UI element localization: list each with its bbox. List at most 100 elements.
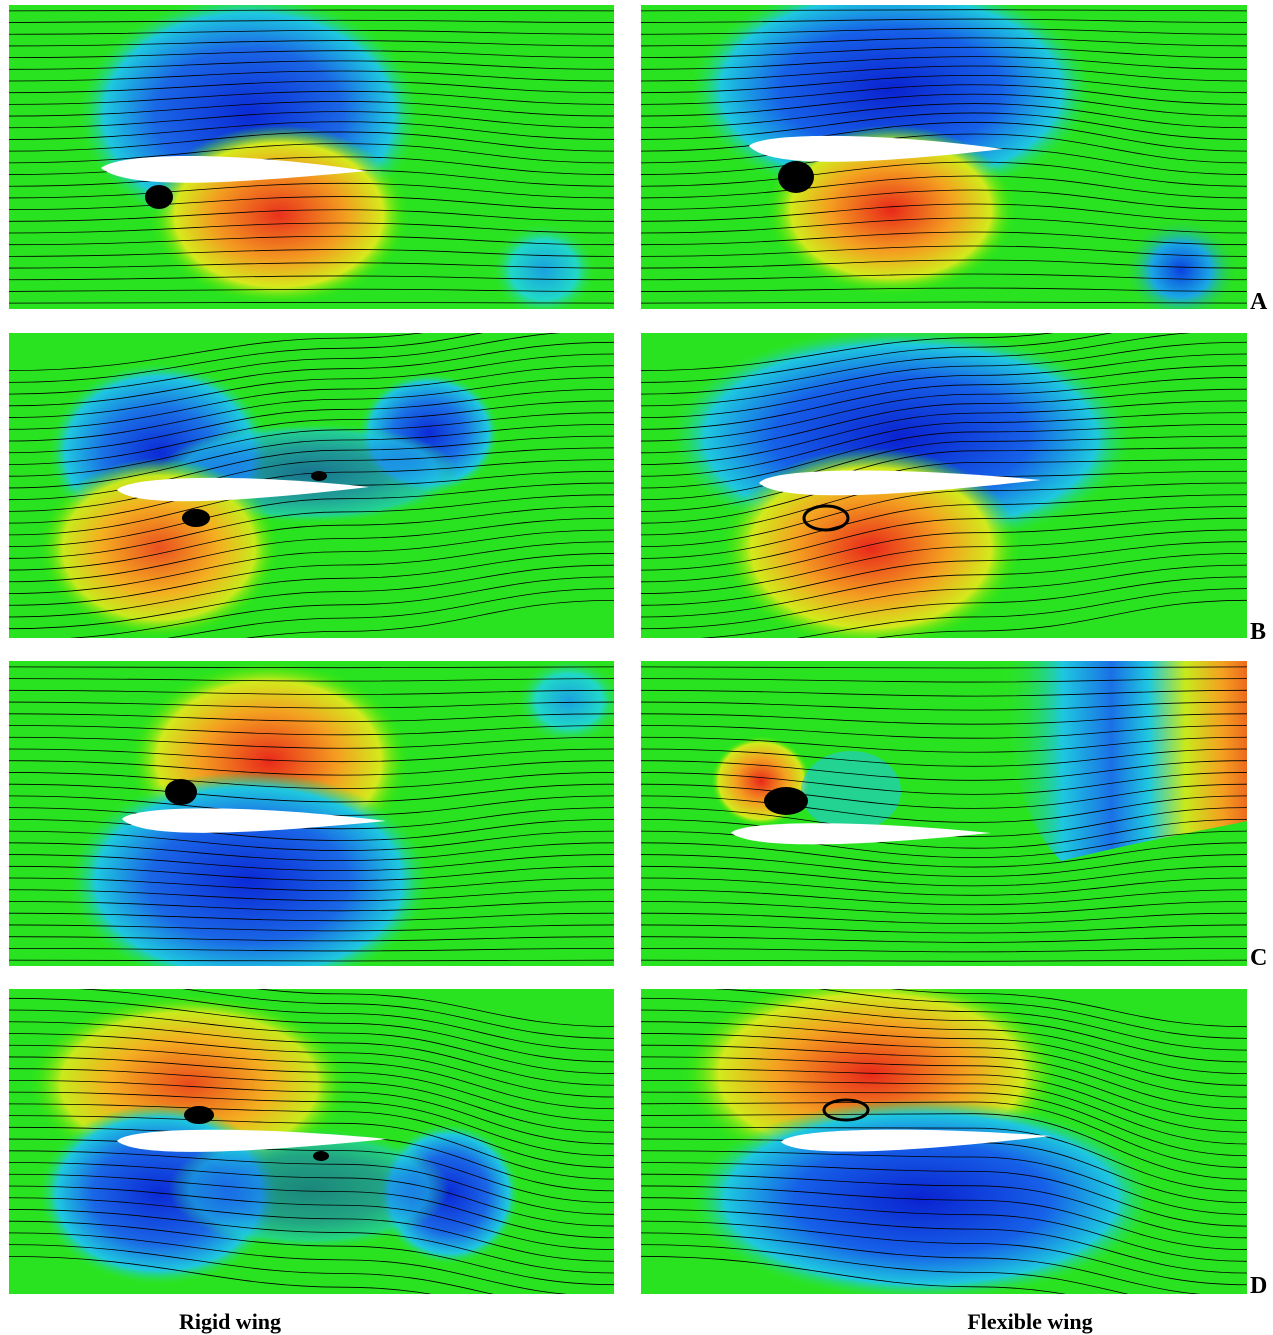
panel-A-flexible — [641, 5, 1247, 309]
streamline — [9, 40, 614, 47]
caption-flexible-wing: Flexible wing — [967, 1309, 1093, 1334]
streamline — [77, 989, 614, 1051]
streamline — [818, 989, 1247, 1039]
streamline — [9, 388, 614, 454]
streamline — [9, 301, 614, 304]
streamline — [641, 1056, 1247, 1121]
streamline — [9, 262, 614, 269]
streamline — [641, 517, 1247, 583]
streamline — [875, 599, 1247, 638]
streamline — [641, 1173, 1247, 1239]
streamline — [713, 989, 1247, 1051]
streamline — [9, 1244, 494, 1294]
streamline — [9, 333, 423, 372]
panel-C-flexible — [641, 661, 1247, 966]
streamline — [641, 997, 1247, 1063]
streamline — [9, 772, 614, 789]
vortex — [764, 787, 808, 815]
streamline — [641, 901, 1247, 915]
streamline — [641, 1255, 1067, 1294]
streamline — [9, 701, 614, 709]
streamline — [9, 222, 614, 234]
streamline — [9, 29, 614, 35]
streamline — [641, 1208, 1247, 1274]
streamline — [68, 576, 614, 638]
streamline — [9, 818, 614, 841]
streamline — [641, 1185, 1247, 1250]
streamline — [9, 447, 614, 512]
streamline — [9, 517, 614, 583]
streamline — [641, 112, 1247, 140]
airfoil — [781, 1129, 1051, 1152]
streamline — [641, 377, 1247, 442]
streamline — [9, 482, 614, 547]
streamline — [9, 783, 614, 803]
streamline — [9, 412, 614, 477]
row-label-C: C — [1250, 945, 1268, 971]
streamlines — [9, 666, 614, 962]
streamline — [641, 666, 1247, 669]
streamline — [9, 1021, 614, 1086]
streamline — [9, 80, 614, 94]
streamline — [641, 1197, 1247, 1262]
streamline — [641, 341, 1247, 407]
streamline — [641, 1220, 1247, 1286]
streamline — [641, 333, 1113, 383]
streamline — [641, 287, 1247, 292]
streamline — [9, 541, 614, 606]
streamline — [9, 736, 614, 749]
streamline — [9, 341, 614, 407]
streamline — [641, 245, 1247, 257]
streamline — [9, 901, 614, 912]
streamline — [641, 1009, 1247, 1075]
streamline — [641, 175, 1247, 199]
streamline — [641, 133, 1247, 164]
streamline — [9, 9, 614, 12]
streamline — [9, 131, 614, 152]
streamline — [641, 259, 1247, 269]
streamline — [641, 1044, 1247, 1110]
streamline — [641, 189, 1247, 211]
streamline — [641, 783, 1247, 809]
streamline — [9, 1091, 614, 1157]
streamline — [9, 795, 614, 816]
streamline — [9, 1150, 614, 1215]
streamline — [9, 1197, 614, 1262]
streamline — [9, 235, 614, 246]
streamline — [255, 989, 614, 1028]
airfoil — [117, 1129, 387, 1152]
streamline — [641, 161, 1247, 187]
streamline — [641, 333, 1054, 372]
streamline — [641, 494, 1247, 559]
vortex — [184, 1106, 214, 1124]
streamline — [641, 231, 1247, 246]
streamline — [9, 678, 614, 682]
streamline — [641, 1101, 1247, 1168]
streamline — [641, 807, 1247, 837]
streamline — [9, 865, 614, 882]
streamline — [641, 273, 1247, 281]
streamline — [9, 924, 614, 932]
streamline — [641, 760, 1247, 781]
streamline — [641, 1079, 1247, 1145]
streamline — [9, 1220, 614, 1286]
streamline — [9, 143, 614, 164]
streamline — [9, 1009, 614, 1074]
airfoil — [117, 477, 369, 502]
streamline — [9, 564, 614, 630]
streamline — [641, 842, 1247, 868]
streamline — [9, 689, 614, 695]
streamline — [641, 1033, 1247, 1098]
streamline — [641, 678, 1247, 683]
streamline — [9, 424, 614, 489]
airfoil — [101, 156, 367, 183]
streamline — [891, 989, 1247, 1028]
streamline — [641, 365, 1247, 430]
row-label-A: A — [1250, 289, 1268, 315]
streamline — [641, 948, 1247, 953]
vortex-small — [311, 471, 327, 481]
streamline — [641, 103, 1247, 129]
streamline — [9, 842, 614, 861]
streamline — [9, 830, 614, 851]
streamline — [9, 121, 614, 140]
